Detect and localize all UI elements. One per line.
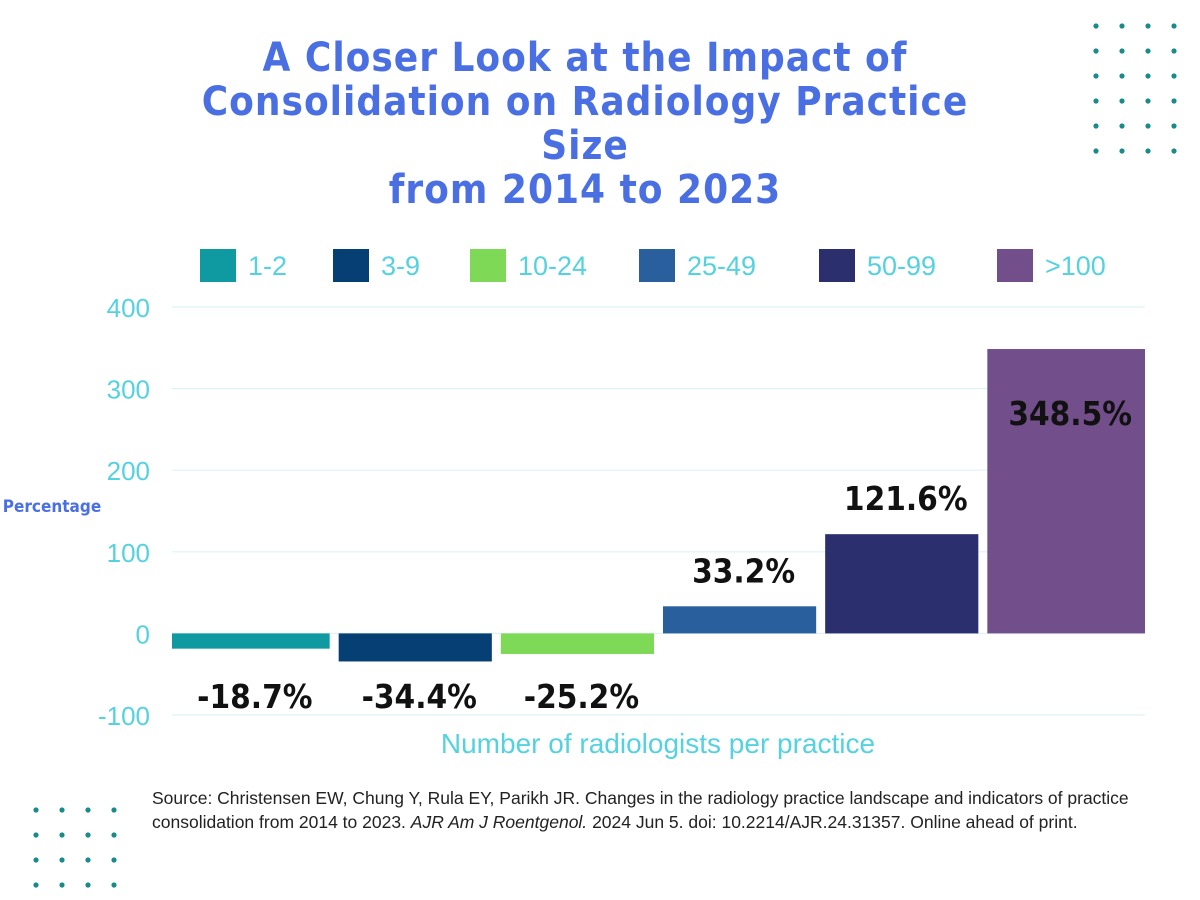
decorative-dot xyxy=(85,807,91,813)
y-tick-label: 0 xyxy=(136,619,150,649)
decorative-dot xyxy=(1119,98,1125,104)
decorative-dot xyxy=(111,857,117,863)
decorative-dot xyxy=(111,832,117,838)
decorative-dot xyxy=(1145,123,1151,129)
title-line-3: from 2014 to 2023 xyxy=(388,167,782,213)
legend-label: 50-99 xyxy=(867,251,936,281)
legend-swatch xyxy=(200,249,236,282)
legend-item: 50-99 xyxy=(819,249,936,282)
decorative-dot xyxy=(1171,123,1177,129)
data-label: -18.7% xyxy=(197,677,312,716)
decorative-dot xyxy=(33,832,39,838)
bar-25-49 xyxy=(663,606,817,634)
decorative-dot xyxy=(1093,23,1099,29)
legend-swatch xyxy=(333,249,369,282)
decorative-dot xyxy=(1145,73,1151,79)
decorative-dot xyxy=(1171,23,1177,29)
bar-3-9 xyxy=(338,633,492,662)
source-citation: Source: Christensen EW, Chung Y, Rula EY… xyxy=(152,786,1152,834)
decorative-dot xyxy=(59,882,65,888)
source-suffix: 2024 Jun 5. doi: 10.2214/AJR.24.31357. O… xyxy=(592,812,1078,832)
x-axis-label: Number of radiologists per practice xyxy=(441,728,875,759)
y-tick-label: 300 xyxy=(107,375,150,405)
y-axis-label: Percentage xyxy=(3,497,101,517)
dot-pattern-top-right xyxy=(1093,23,1177,154)
legend-item: 25-49 xyxy=(639,249,756,282)
data-labels: -18.7% -34.4% -25.2% 33.2% 121.6% 348.5% xyxy=(197,394,1132,716)
decorative-dot xyxy=(111,882,117,888)
decorative-dot xyxy=(85,882,91,888)
decorative-dot xyxy=(1145,98,1151,104)
decorative-dot xyxy=(1171,148,1177,154)
decorative-dot xyxy=(1093,98,1099,104)
legend-item: 10-24 xyxy=(470,249,587,282)
decorative-dot xyxy=(1093,123,1099,129)
y-tick-label: 100 xyxy=(107,538,150,568)
decorative-dot xyxy=(1171,48,1177,54)
decorative-dot xyxy=(33,882,39,888)
decorative-dot xyxy=(111,807,117,813)
decorative-dot xyxy=(1119,48,1125,54)
data-label: -25.2% xyxy=(524,677,639,716)
bar-chart: 1-2 3-9 10-24 25-49 50-99 >100 400 300 200 100 0 -… xyxy=(3,249,1145,759)
bar-1-2 xyxy=(172,633,330,649)
legend-label: 1-2 xyxy=(248,251,287,281)
decorative-dot xyxy=(1119,23,1125,29)
decorative-dot xyxy=(1171,98,1177,104)
decorative-dot xyxy=(1145,48,1151,54)
decorative-dot xyxy=(1093,48,1099,54)
dot-pattern-bottom-left xyxy=(33,807,117,888)
decorative-dot xyxy=(59,857,65,863)
data-label: 33.2% xyxy=(692,551,795,590)
chart-title: A Closer Look at the Impact of Consolida… xyxy=(200,36,970,212)
decorative-dot xyxy=(85,857,91,863)
bar-gt100 xyxy=(987,349,1145,634)
legend-label: 3-9 xyxy=(381,251,420,281)
data-label: 121.6% xyxy=(844,479,968,518)
data-label: 348.5% xyxy=(1008,394,1132,433)
legend-swatch xyxy=(639,249,675,282)
decorative-dot xyxy=(59,832,65,838)
decorative-dot xyxy=(1171,73,1177,79)
decorative-dot xyxy=(59,807,65,813)
title-line-1: A Closer Look at the Impact of xyxy=(262,35,908,81)
source-prefix: Source: Christensen EW, Chung Y, Rula EY… xyxy=(152,788,1129,832)
legend-item: 3-9 xyxy=(333,249,420,282)
y-tick-label: 400 xyxy=(107,293,150,323)
decorative-dot xyxy=(1145,23,1151,29)
data-label: -34.4% xyxy=(362,677,477,716)
decorative-dot xyxy=(1145,148,1151,154)
gridlines xyxy=(172,306,1145,716)
legend-label: 25-49 xyxy=(687,251,756,281)
legend-swatch xyxy=(470,249,506,282)
decorative-dot xyxy=(1119,73,1125,79)
bar-10-24 xyxy=(500,633,654,654)
decorative-dot xyxy=(33,857,39,863)
legend-swatch xyxy=(819,249,855,282)
legend-swatch xyxy=(997,249,1033,282)
decorative-dot xyxy=(1119,148,1125,154)
bar-50-99 xyxy=(825,534,979,634)
decorative-dot xyxy=(1119,123,1125,129)
legend: 1-2 3-9 10-24 25-49 50-99 >100 xyxy=(200,249,1106,282)
legend-item: >100 xyxy=(997,249,1106,282)
title-line-2: Consolidation on Radiology Practice Size xyxy=(201,79,969,169)
decorative-dot xyxy=(1093,148,1099,154)
decorative-dot xyxy=(85,832,91,838)
decorative-dot xyxy=(33,807,39,813)
legend-item: 1-2 xyxy=(200,249,287,282)
source-journal: AJR Am J Roentgenol. xyxy=(410,812,588,832)
y-tick-label: -100 xyxy=(98,701,150,731)
bars xyxy=(172,349,1145,662)
y-tick-label: 200 xyxy=(107,456,150,486)
decorative-dot xyxy=(1093,73,1099,79)
legend-label: >100 xyxy=(1045,251,1106,281)
legend-label: 10-24 xyxy=(518,251,587,281)
y-axis-ticks: 400 300 200 100 0 -100 xyxy=(98,293,150,731)
